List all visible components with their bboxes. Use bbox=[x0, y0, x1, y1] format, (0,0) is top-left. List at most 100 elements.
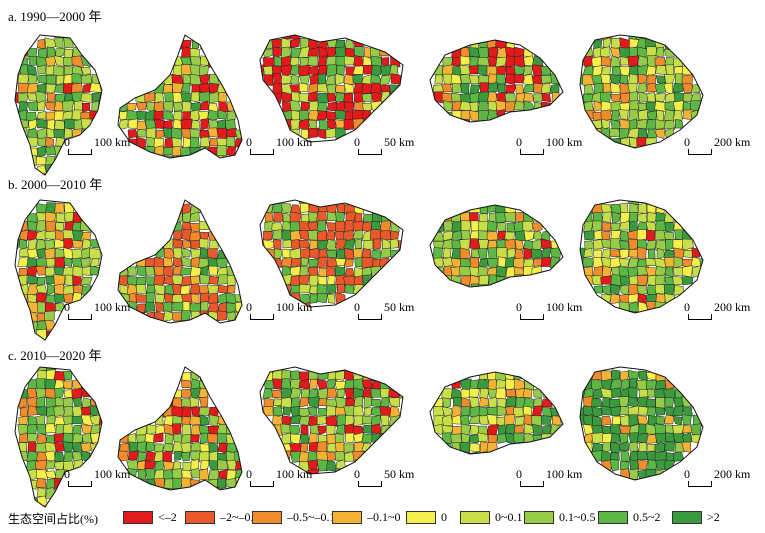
county-polygon bbox=[326, 367, 337, 372]
county-polygon bbox=[162, 155, 174, 158]
county-polygon bbox=[664, 101, 675, 111]
county-polygon bbox=[300, 424, 309, 436]
county-polygon bbox=[218, 301, 228, 314]
county-polygon bbox=[619, 405, 630, 416]
scale-bar-label: 100 km bbox=[276, 300, 313, 314]
county-polygon bbox=[80, 38, 91, 49]
county-polygon bbox=[628, 441, 639, 452]
county-polygon bbox=[336, 414, 347, 426]
county-polygon bbox=[263, 200, 274, 206]
county-polygon bbox=[583, 230, 595, 241]
county-polygon bbox=[145, 38, 156, 50]
county-polygon bbox=[118, 39, 130, 50]
county-polygon bbox=[35, 91, 47, 104]
county-polygon bbox=[505, 101, 516, 113]
county-polygon bbox=[628, 432, 640, 444]
county-polygon bbox=[80, 212, 93, 221]
county-polygon bbox=[479, 205, 489, 215]
county-polygon bbox=[514, 230, 526, 241]
county-polygon bbox=[136, 202, 148, 215]
county-polygon bbox=[235, 229, 242, 240]
county-polygon bbox=[628, 73, 638, 86]
county-polygon bbox=[663, 119, 676, 130]
county-polygon bbox=[99, 423, 102, 436]
county-polygon bbox=[610, 38, 621, 50]
county-polygon bbox=[182, 211, 191, 223]
county-polygon bbox=[64, 202, 75, 214]
county-polygon bbox=[45, 275, 56, 285]
county-polygon bbox=[700, 111, 703, 122]
county-polygon bbox=[164, 432, 174, 445]
county-polygon bbox=[450, 257, 461, 269]
county-polygon bbox=[352, 118, 365, 130]
county-polygon bbox=[44, 388, 57, 400]
county-polygon bbox=[637, 292, 647, 305]
county-polygon bbox=[584, 84, 594, 95]
county-polygon bbox=[272, 118, 284, 129]
county-polygon bbox=[654, 93, 667, 103]
county-polygon bbox=[171, 423, 182, 435]
county-polygon bbox=[45, 460, 56, 470]
county-polygon bbox=[72, 35, 83, 41]
legend-swatch bbox=[598, 511, 628, 524]
county-polygon bbox=[691, 55, 702, 66]
county-polygon bbox=[442, 397, 452, 409]
county-polygon bbox=[162, 100, 174, 113]
county-polygon bbox=[638, 442, 647, 453]
county-polygon bbox=[611, 211, 622, 224]
county-polygon bbox=[208, 460, 219, 472]
county-polygon bbox=[663, 231, 675, 241]
county-polygon bbox=[610, 82, 622, 93]
scale-bar-zero: 0 bbox=[246, 300, 252, 314]
county-polygon bbox=[619, 414, 631, 427]
scale-bar-line bbox=[520, 481, 544, 487]
county-polygon bbox=[217, 35, 228, 41]
county-polygon bbox=[479, 396, 490, 408]
county-polygon bbox=[234, 91, 242, 103]
county-polygon bbox=[35, 276, 46, 287]
county-polygon bbox=[468, 387, 481, 398]
county-polygon bbox=[44, 301, 57, 313]
county-polygon bbox=[353, 55, 364, 68]
county-polygon bbox=[541, 30, 550, 39]
county-polygon bbox=[128, 155, 138, 158]
county-polygon bbox=[71, 387, 83, 400]
county-polygon bbox=[379, 119, 391, 131]
county-polygon bbox=[541, 40, 552, 50]
county-polygon bbox=[136, 478, 146, 488]
county-polygon bbox=[468, 74, 481, 85]
county-polygon bbox=[46, 330, 57, 339]
county-polygon bbox=[618, 240, 630, 250]
county-polygon bbox=[353, 46, 364, 58]
county-polygon bbox=[353, 248, 363, 259]
county-polygon bbox=[397, 433, 403, 444]
county-polygon bbox=[701, 136, 703, 148]
county-polygon bbox=[317, 83, 329, 93]
county-polygon bbox=[619, 102, 631, 112]
county-polygon bbox=[126, 37, 139, 50]
county-polygon bbox=[601, 222, 612, 232]
county-polygon bbox=[44, 310, 55, 323]
choropleth-map bbox=[255, 30, 410, 145]
county-polygon bbox=[432, 205, 443, 214]
county-polygon bbox=[549, 283, 560, 287]
county-polygon bbox=[673, 369, 684, 382]
county-polygon bbox=[189, 479, 200, 490]
county-polygon bbox=[691, 35, 703, 41]
county-polygon bbox=[619, 284, 631, 296]
county-polygon bbox=[163, 423, 175, 436]
county-polygon bbox=[549, 247, 562, 259]
county-polygon bbox=[89, 284, 101, 296]
county-polygon bbox=[18, 416, 29, 425]
county-polygon bbox=[353, 378, 364, 390]
county-polygon bbox=[163, 212, 175, 223]
county-polygon bbox=[80, 442, 93, 453]
county-polygon bbox=[46, 283, 55, 296]
county-polygon bbox=[372, 303, 383, 307]
county-polygon bbox=[654, 442, 666, 452]
county-polygon bbox=[317, 202, 329, 213]
county-polygon bbox=[153, 274, 165, 287]
county-polygon bbox=[408, 407, 417, 418]
county-polygon bbox=[380, 415, 390, 427]
county-polygon bbox=[36, 396, 45, 408]
